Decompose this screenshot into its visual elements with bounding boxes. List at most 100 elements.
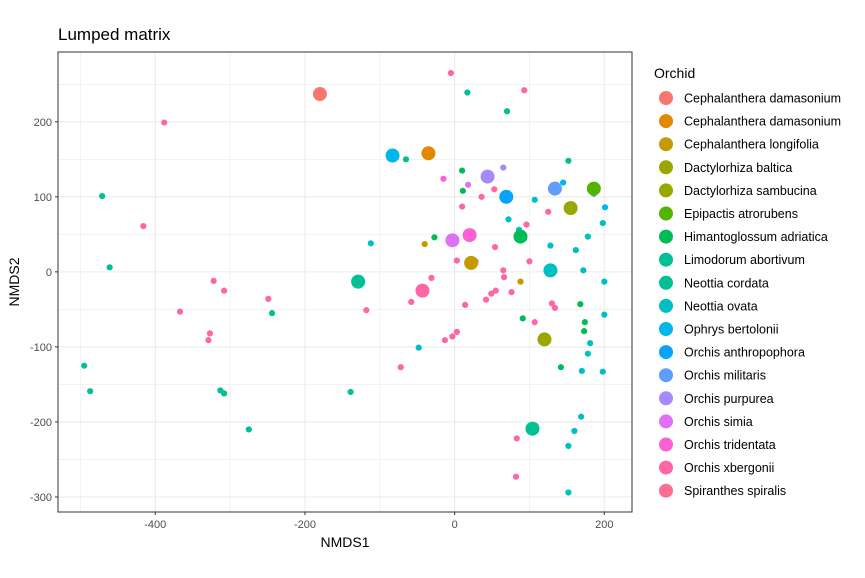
legend-label: Dactylorhiza sambucina <box>684 184 817 198</box>
y-tick-label: -100 <box>30 342 52 354</box>
data-point <box>440 175 447 182</box>
data-point <box>565 489 572 496</box>
legend-label: Dactylorhiza baltica <box>684 161 792 175</box>
data-point <box>347 388 354 396</box>
centroid-point <box>543 263 558 278</box>
data-point <box>571 427 578 435</box>
data-point <box>601 204 609 211</box>
data-point <box>601 278 608 285</box>
data-point <box>397 364 404 371</box>
data-point <box>459 203 466 210</box>
data-point <box>161 119 168 126</box>
centroid-point <box>525 421 540 436</box>
legend-label: Orchis militaris <box>684 369 766 383</box>
data-point <box>81 362 88 369</box>
centroid-point <box>421 146 436 161</box>
centroid-point <box>385 148 400 163</box>
data-point <box>210 277 217 284</box>
data-point <box>491 244 499 251</box>
legend-label: Orchis purpurea <box>684 392 774 406</box>
legend-key <box>659 368 673 383</box>
data-point <box>547 242 554 249</box>
data-point <box>513 435 520 442</box>
data-point <box>447 69 454 77</box>
data-point <box>245 426 252 433</box>
data-point <box>581 319 588 326</box>
data-point <box>462 301 469 308</box>
data-point <box>206 330 214 337</box>
data-point <box>523 221 530 228</box>
legend-key <box>659 298 673 313</box>
legend-label: Epipactis atrorubens <box>684 207 798 221</box>
data-point <box>521 87 528 94</box>
data-point <box>508 289 515 296</box>
data-point <box>512 473 520 480</box>
legend-key <box>659 137 673 152</box>
y-axis-ticks: -300 -200 -100 0 100 200 <box>30 117 58 504</box>
y-tick-label: -200 <box>30 417 52 429</box>
x-tick-label: 200 <box>595 519 613 531</box>
data-point <box>581 328 588 335</box>
data-point <box>408 298 415 305</box>
x-axis-title: NMDS1 <box>320 534 369 550</box>
x-tick-label: -400 <box>144 519 166 531</box>
data-point <box>140 222 147 230</box>
data-point <box>402 156 410 163</box>
legend-key <box>659 183 673 198</box>
legend-key <box>659 483 673 498</box>
data-point <box>503 108 511 115</box>
data-point <box>465 181 472 188</box>
data-point <box>565 157 572 164</box>
data-point <box>363 307 370 314</box>
data-point <box>421 241 428 248</box>
data-point <box>577 301 584 308</box>
data-point <box>505 216 512 223</box>
centroid-point <box>586 181 601 196</box>
y-axis-title: NMDS2 <box>6 257 22 306</box>
data-point <box>464 89 471 96</box>
legend-key <box>659 322 673 336</box>
data-point <box>551 304 559 311</box>
centroid-point <box>462 228 477 243</box>
data-point <box>565 442 572 450</box>
legend-key <box>659 160 673 175</box>
chart-title: Lumped matrix <box>58 25 171 44</box>
data-point <box>99 192 106 200</box>
data-point <box>545 208 552 215</box>
data-point <box>459 167 466 174</box>
data-point <box>428 274 435 281</box>
data-point <box>176 308 184 315</box>
data-point <box>265 295 272 302</box>
legend-label: Cephalanthera longifolia <box>684 138 819 152</box>
data-point <box>459 187 466 194</box>
centroid-point <box>563 201 578 216</box>
centroid-points <box>312 87 601 436</box>
legend-title: Orchid <box>654 65 695 81</box>
data-point <box>500 164 507 171</box>
legend-key <box>659 114 673 129</box>
data-point <box>205 337 212 344</box>
legend-key <box>659 275 673 290</box>
centroid-point <box>480 169 495 184</box>
data-point <box>584 350 591 357</box>
data-point <box>531 196 538 203</box>
legend-label: Orchis tridentata <box>684 438 776 452</box>
data-point <box>431 234 438 241</box>
data-point <box>578 413 585 420</box>
data-point <box>367 240 374 247</box>
legend-key <box>659 437 673 452</box>
centroid-point <box>499 189 514 204</box>
data-point <box>500 274 508 281</box>
data-point <box>221 390 228 397</box>
data-point <box>453 257 460 264</box>
data-point <box>441 337 449 344</box>
legend-label: Spiranthes spiralis <box>684 484 786 498</box>
centroid-point <box>415 283 430 298</box>
data-point <box>492 287 499 294</box>
data-point <box>572 247 579 254</box>
legend-label: Orchis xbergonii <box>684 461 774 475</box>
data-point <box>106 264 113 271</box>
centroid-point <box>351 274 366 289</box>
centroid-point <box>445 233 460 248</box>
x-tick-label: -200 <box>294 519 316 531</box>
